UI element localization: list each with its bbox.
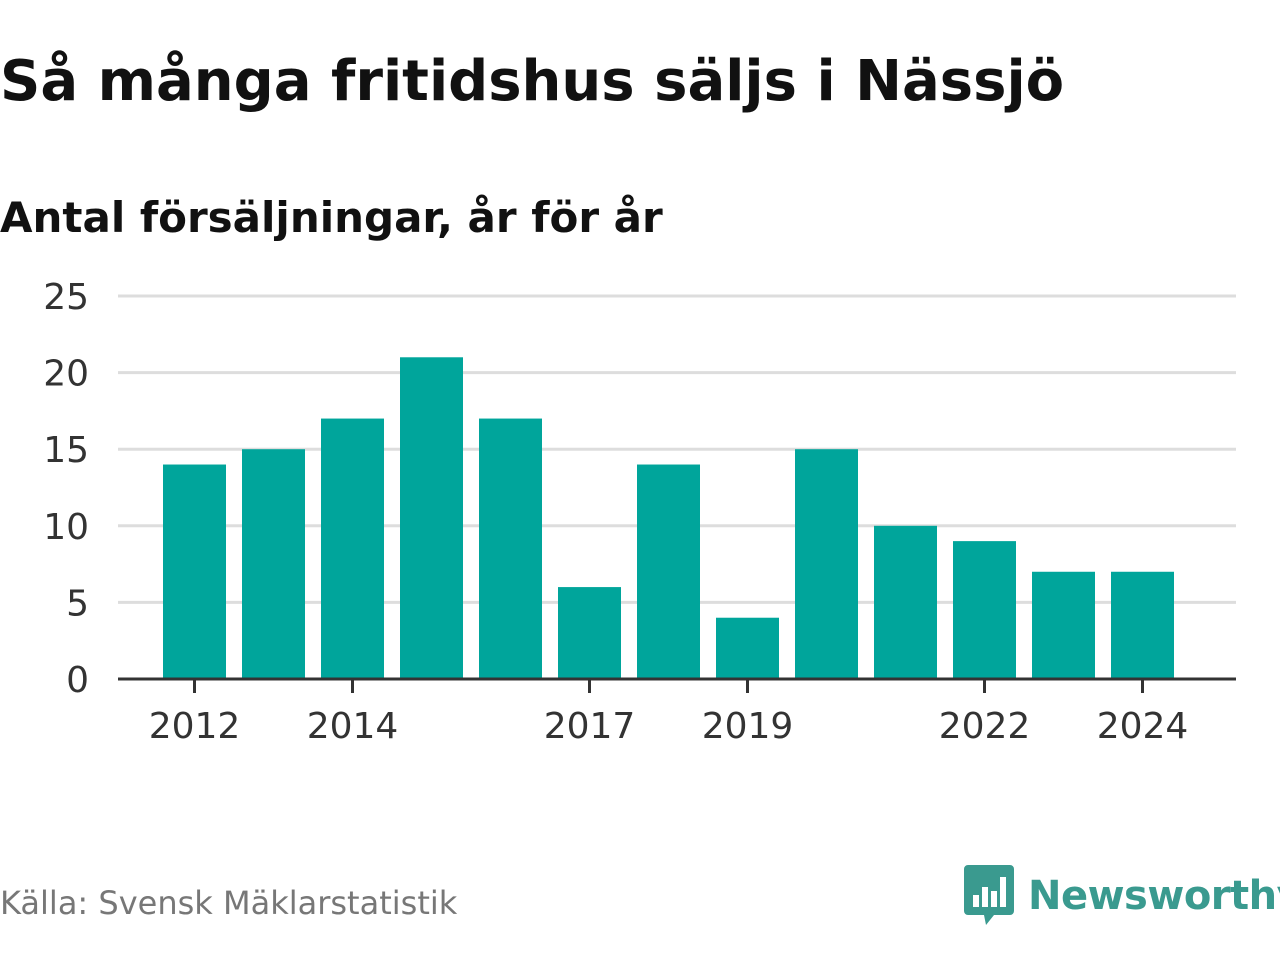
brand-logo: Newsworthy <box>964 864 1280 928</box>
y-tick-label: 20 <box>43 354 89 395</box>
x-tick-label: 2012 <box>149 706 241 747</box>
y-tick-label: 0 <box>66 660 89 701</box>
x-tick-label: 2014 <box>307 706 399 747</box>
x-tick-label: 2024 <box>1097 706 1189 747</box>
bar-chart-speech-bubble-icon <box>964 865 1014 925</box>
y-tick-label: 15 <box>43 430 89 471</box>
bar-2020 <box>795 449 858 679</box>
bar-2018 <box>637 464 700 679</box>
source-note: Källa: Svensk Mäklarstatistik <box>0 884 458 922</box>
bar-2012 <box>163 464 226 679</box>
x-tick-label: 2019 <box>702 706 794 747</box>
bar-2016 <box>479 418 542 679</box>
y-tick-label: 10 <box>43 507 89 548</box>
bar-2015 <box>400 357 463 679</box>
bar-2022 <box>953 541 1016 679</box>
brand-name: Newsworthy <box>1028 873 1280 919</box>
bar-2023 <box>1032 571 1095 679</box>
y-axis-ticks: 0 5 10 15 20 25 <box>43 277 89 701</box>
bars <box>163 357 1174 679</box>
bar-2024 <box>1111 571 1174 679</box>
chart-subtitle: Antal försäljningar, år för år <box>0 193 663 242</box>
bar-2017 <box>558 587 621 679</box>
bar-2019 <box>716 617 779 679</box>
y-tick-label: 5 <box>66 583 89 624</box>
chart-title: Så många fritidshus säljs i Nässjö <box>0 49 1065 114</box>
y-tick-label: 25 <box>43 277 89 318</box>
bar-2021 <box>874 525 937 679</box>
x-axis-ticks: 2012 2014 2017 2019 2022 2024 <box>149 679 1189 747</box>
x-tick-label: 2017 <box>544 706 636 747</box>
x-tick-label: 2022 <box>939 706 1031 747</box>
bar-chart: 0 5 10 15 20 25 2012 2014 2017 2019 2022 2024 <box>43 277 1236 747</box>
bar-2013 <box>242 449 305 679</box>
bar-2014 <box>321 418 384 679</box>
